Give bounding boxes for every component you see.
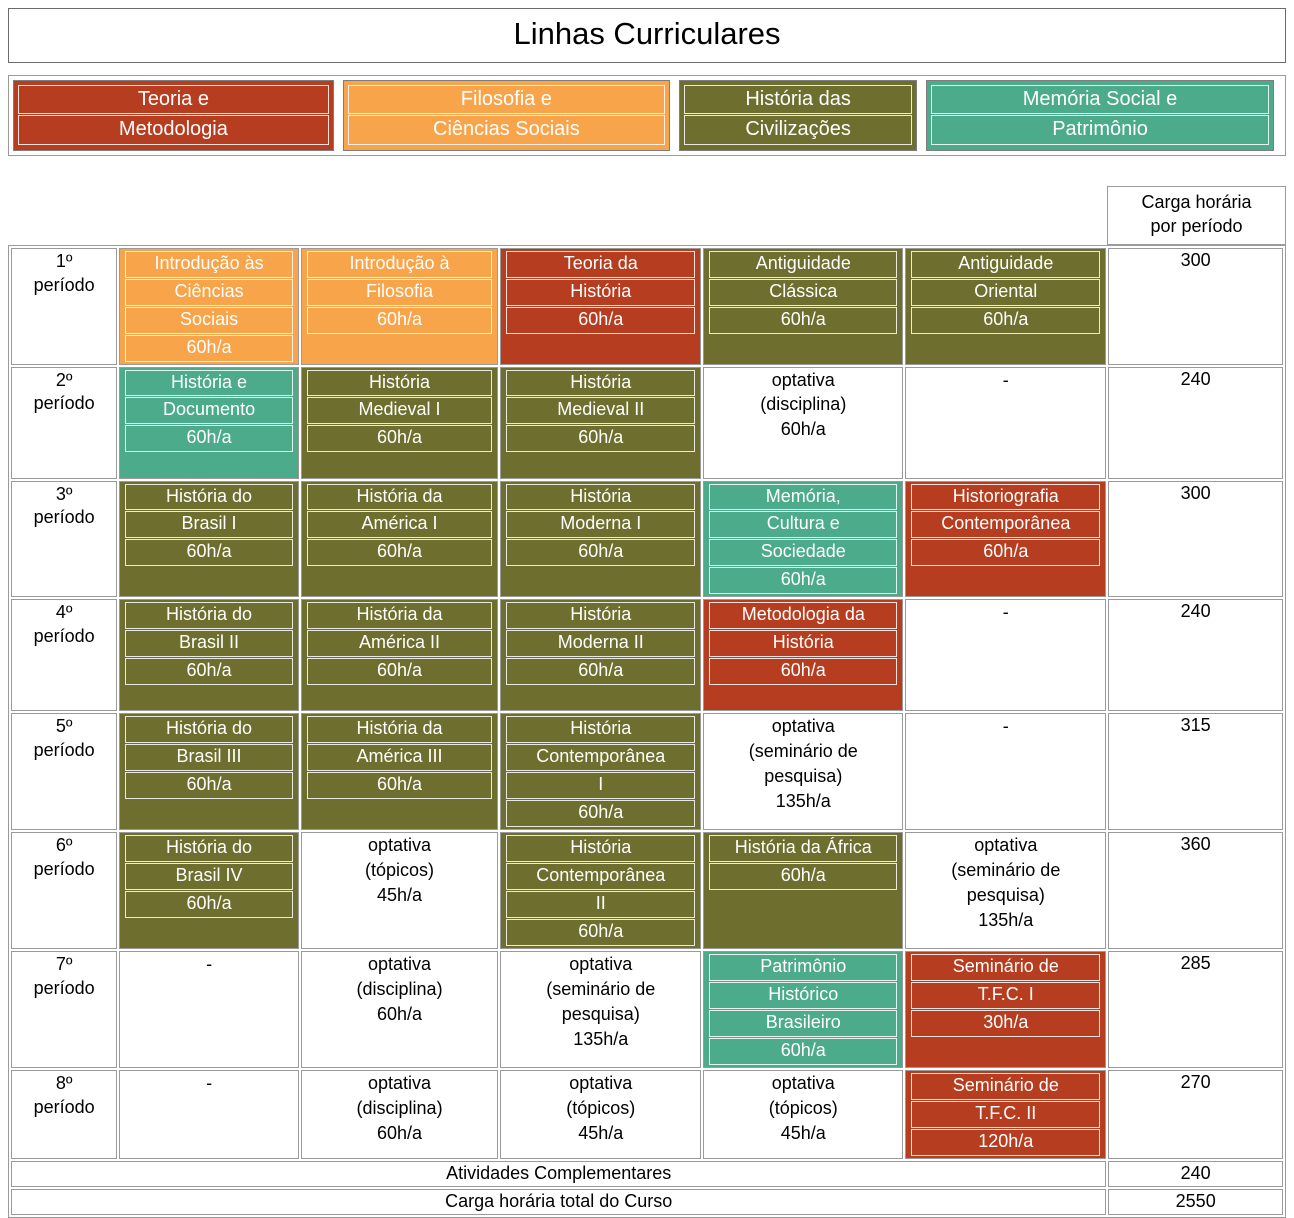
course-cell: História do Brasil II 60h/a	[119, 599, 299, 712]
period-label: 7º período	[11, 950, 118, 1068]
footer-row-atividades: Atividades Complementares 240	[11, 1160, 1283, 1187]
period-label: 3º período	[11, 480, 118, 598]
course-cell: História da América I 60h/a	[300, 480, 499, 598]
course-cell: História do Brasil III 60h/a	[119, 713, 299, 831]
course-cell: optativa (seminário de pesquisa) 135h/a	[905, 832, 1107, 949]
period-total: 360	[1108, 832, 1283, 949]
course-cell: -	[119, 1069, 299, 1159]
course-cell: -	[905, 713, 1107, 831]
course-cell: Historiografia Contemporânea 60h/a	[905, 480, 1107, 598]
course-cell: Antiguidade Clássica 60h/a	[703, 247, 904, 365]
footer-value-total: 2550	[1108, 1188, 1283, 1215]
table-row: 1º período Introdução às Ciências Sociais 60…	[11, 247, 1283, 365]
carga-horaria-header: Carga horária por período	[1107, 185, 1286, 245]
course-cell: História Medieval II 60h/a	[500, 366, 702, 479]
table-row: 4º período História do Brasil II 60h/a Hist…	[11, 599, 1283, 712]
table-row: 7º período - optativa (disciplina) 60h/a op…	[11, 950, 1283, 1068]
footer-value-atividades: 240	[1108, 1160, 1283, 1187]
course-cell: História da África 60h/a	[703, 832, 904, 949]
course-cell: História da América II 60h/a	[300, 599, 499, 712]
footer-label-total: Carga horária total do Curso	[11, 1188, 1107, 1215]
course-cell: Patrimônio Histórico Brasileiro 60h/a	[703, 950, 904, 1068]
period-label: 2º período	[11, 366, 118, 479]
period-total: 270	[1108, 1069, 1283, 1159]
table-row: 2º período História e Documento 60h/a Histó…	[11, 366, 1283, 479]
page-title: Linhas Curriculares	[8, 8, 1286, 63]
table-row: 5º período História do Brasil III 60h/a His…	[11, 713, 1283, 831]
course-cell: optativa (seminário de pesquisa) 135h/a	[703, 713, 904, 831]
period-label: 8º período	[11, 1069, 118, 1159]
legend: Teoria e Metodologia Filosofia e Ciências …	[8, 75, 1286, 156]
period-total: 300	[1108, 247, 1283, 365]
course-cell: História Contemporânea I 60h/a	[500, 713, 702, 831]
course-cell: optativa (disciplina) 60h/a	[300, 1069, 499, 1159]
course-cell: História Moderna II 60h/a	[500, 599, 702, 712]
course-cell: optativa (seminário de pesquisa) 135h/a	[500, 950, 702, 1068]
course-cell: Metodologia da História 60h/a	[703, 599, 904, 712]
period-label: 1º período	[11, 247, 118, 365]
course-cell: Introdução à Filosofia 60h/a	[300, 247, 499, 365]
table-row: 6º período História do Brasil IV 60h/a opta…	[11, 832, 1283, 949]
course-cell: História da América III 60h/a	[300, 713, 499, 831]
course-cell: -	[905, 599, 1107, 712]
carga-horaria-header-row: Carga horária por período	[8, 185, 1286, 245]
course-cell: Introdução às Ciências Sociais 60h/a	[119, 247, 299, 365]
course-cell: optativa (disciplina) 60h/a	[703, 366, 904, 479]
course-cell: optativa (tópicos) 45h/a	[500, 1069, 702, 1159]
period-total: 240	[1108, 366, 1283, 479]
footer-label-atividades: Atividades Complementares	[11, 1160, 1107, 1187]
period-total: 285	[1108, 950, 1283, 1068]
curriculum-table: 1º período Introdução às Ciências Sociais 60…	[8, 244, 1286, 1218]
course-cell: -	[905, 366, 1107, 479]
period-label: 5º período	[11, 713, 118, 831]
period-total: 240	[1108, 599, 1283, 712]
course-cell: Antiguidade Oriental 60h/a	[905, 247, 1107, 365]
course-cell: História Medieval I 60h/a	[300, 366, 499, 479]
course-cell: História Moderna I 60h/a	[500, 480, 702, 598]
page: Linhas Curriculares Teoria e Metodologia …	[8, 0, 1286, 1218]
course-cell: História Contemporânea II 60h/a	[500, 832, 702, 949]
period-total: 315	[1108, 713, 1283, 831]
footer-row-total: Carga horária total do Curso 2550	[11, 1188, 1283, 1215]
period-total: 300	[1108, 480, 1283, 598]
period-label: 4º período	[11, 599, 118, 712]
course-cell: optativa (tópicos) 45h/a	[300, 832, 499, 949]
legend-item-historia-civilizacoes: História das Civilizações	[678, 80, 918, 151]
course-cell: História e Documento 60h/a	[119, 366, 299, 479]
course-cell: -	[119, 950, 299, 1068]
table-row: 8º período - optativa (disciplina) 60h/a op…	[11, 1069, 1283, 1159]
course-cell: Seminário de T.F.C. I 30h/a	[905, 950, 1107, 1068]
course-cell: optativa (tópicos) 45h/a	[703, 1069, 904, 1159]
course-cell: Teoria da História 60h/a	[500, 247, 702, 365]
course-cell: Seminário de T.F.C. II 120h/a	[905, 1069, 1107, 1159]
course-cell: História do Brasil I 60h/a	[119, 480, 299, 598]
course-cell: Memória, Cultura e Sociedade 60h/a	[703, 480, 904, 598]
table-row: 3º período História do Brasil I 60h/a Histó…	[11, 480, 1283, 598]
course-cell: História do Brasil IV 60h/a	[119, 832, 299, 949]
legend-item-memoria-social-patrimonio: Memória Social e Patrimônio	[926, 80, 1274, 151]
legend-item-teoria-metodologia: Teoria e Metodologia	[13, 80, 334, 151]
course-cell: optativa (disciplina) 60h/a	[300, 950, 499, 1068]
period-label: 6º período	[11, 832, 118, 949]
legend-item-filosofia-ciencias-sociais: Filosofia e Ciências Sociais	[342, 80, 670, 151]
